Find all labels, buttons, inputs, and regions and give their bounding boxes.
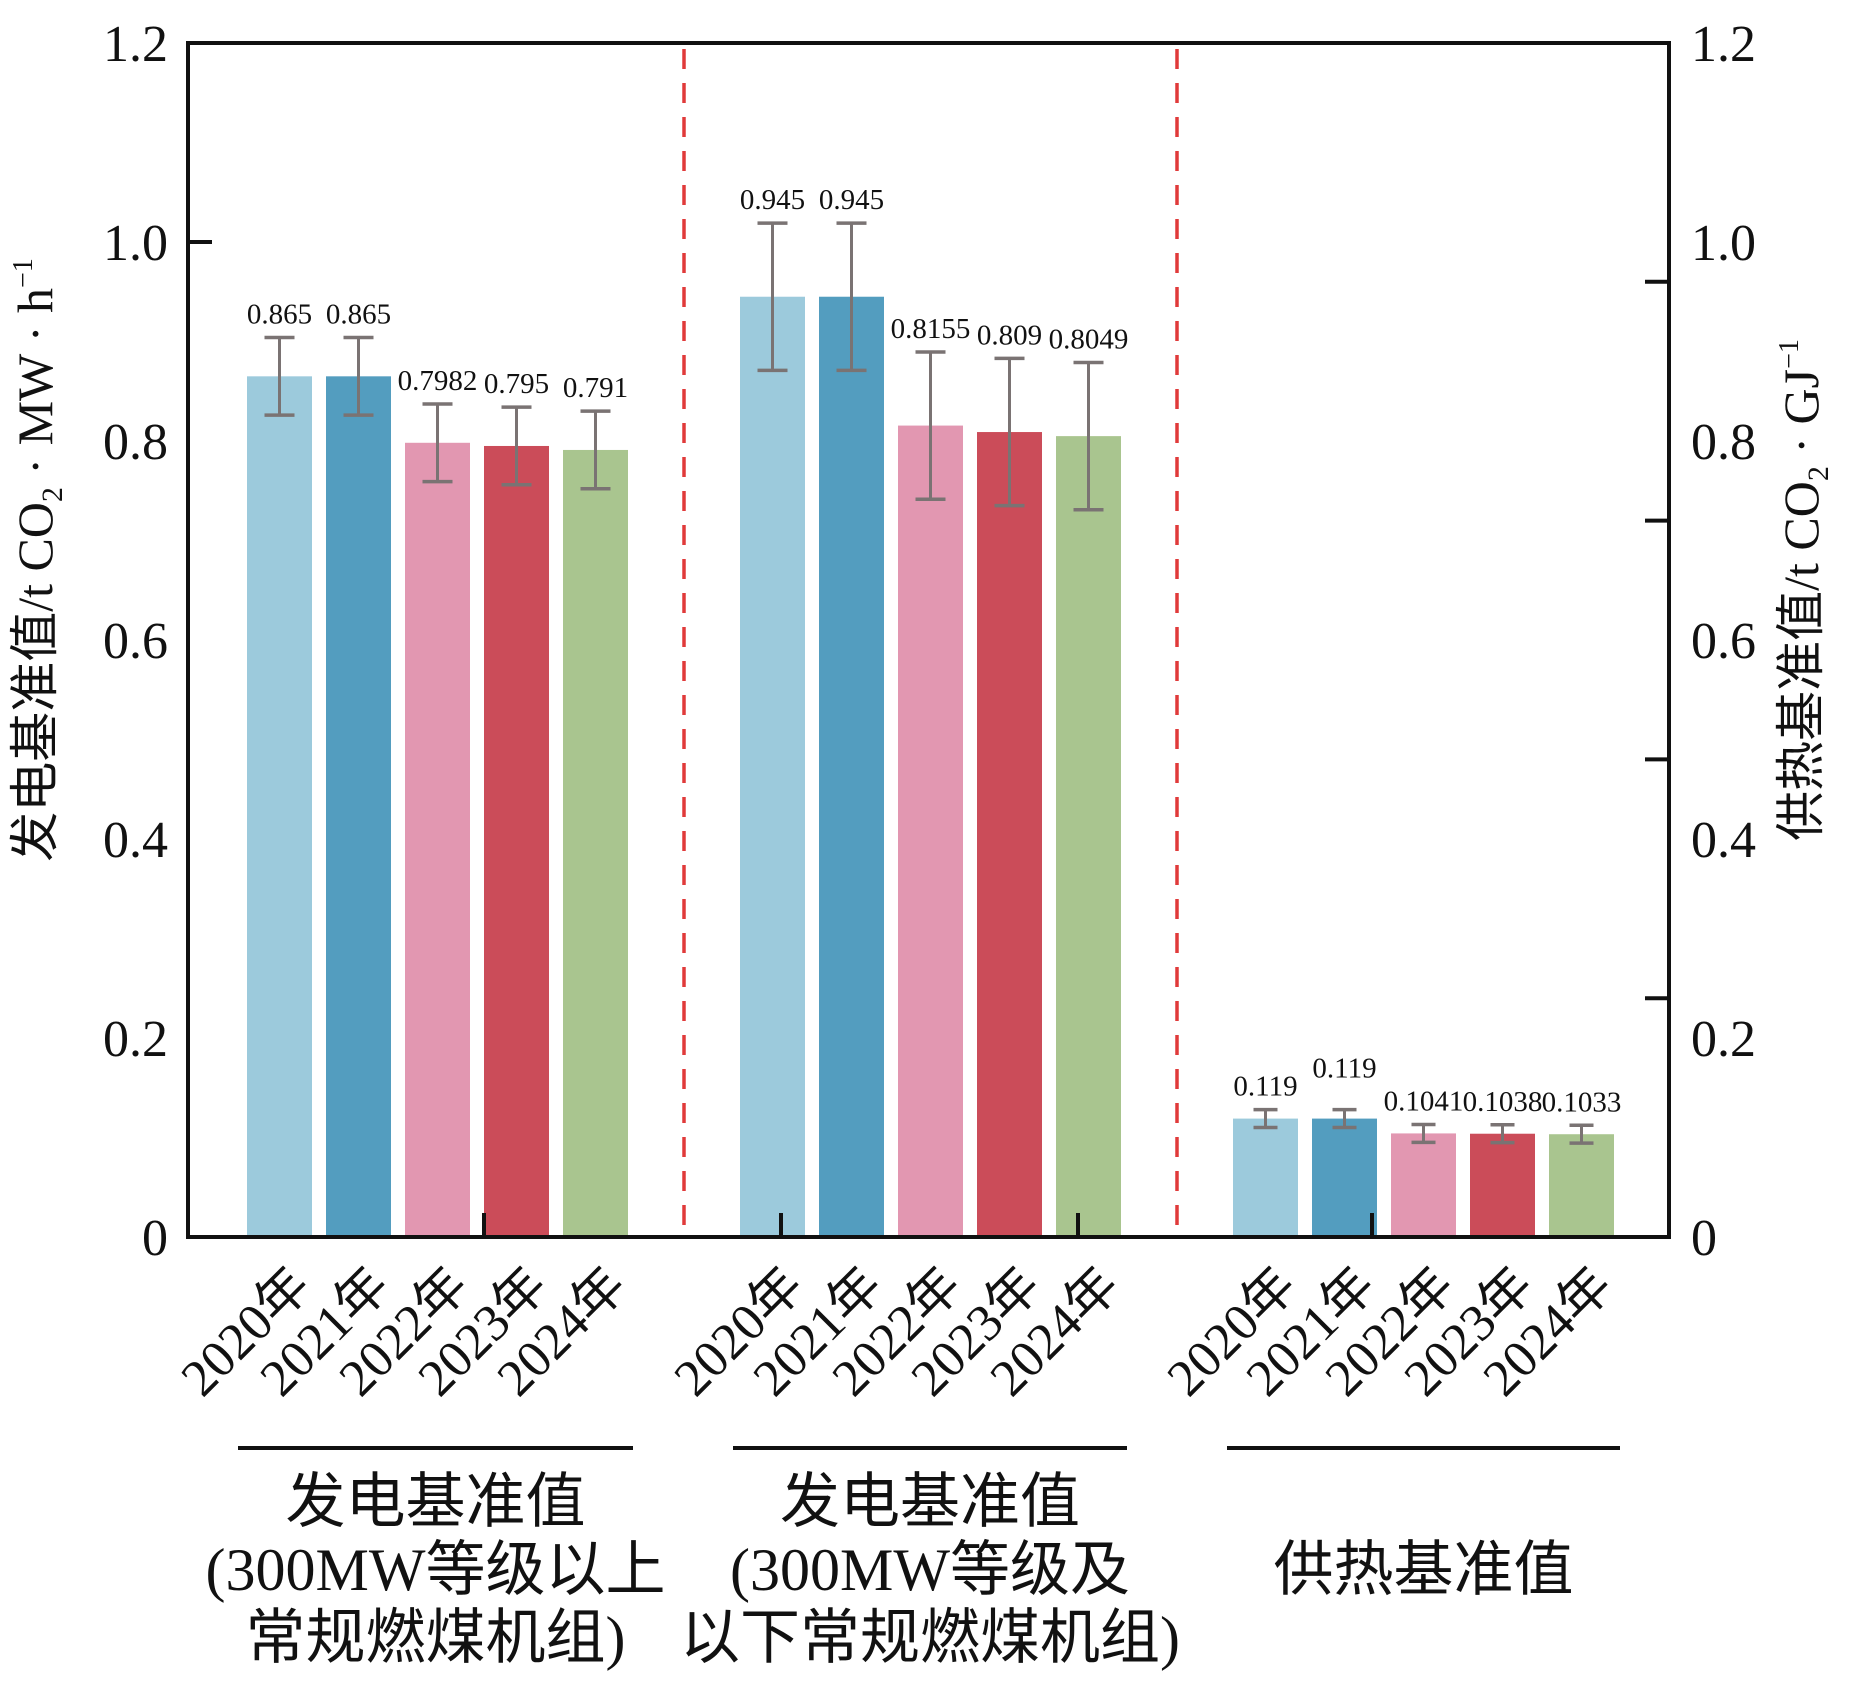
value-label: 0.1041 bbox=[1384, 1085, 1464, 1117]
bar-0-4 bbox=[563, 449, 628, 1238]
y-axis-title-right: 供热基准值/t CO2 · GJ−1 bbox=[1773, 339, 1835, 841]
y-tick-label-left: 1.2 bbox=[103, 16, 168, 73]
value-label: 0.119 bbox=[1233, 1071, 1297, 1103]
y-tick-label-left: 0.6 bbox=[103, 613, 168, 670]
bar-0-3 bbox=[484, 445, 549, 1238]
plot-area bbox=[247, 221, 1614, 1238]
plot-frame bbox=[186, 41, 1671, 1239]
bar-2-0 bbox=[1233, 1118, 1298, 1237]
value-label: 0.1033 bbox=[1542, 1086, 1622, 1118]
value-label: 0.791 bbox=[563, 372, 628, 404]
value-label: 0.809 bbox=[977, 319, 1042, 351]
bar-2-1 bbox=[1312, 1118, 1377, 1237]
y-axis-title-right-part: 供热基准值/t CO bbox=[1773, 481, 1829, 841]
y-axis-title-left-part: −1 bbox=[8, 258, 39, 288]
group-label-line: (300MW等级及 bbox=[730, 1537, 1130, 1603]
value-label: 0.865 bbox=[247, 299, 312, 331]
y-tick-label-right: 0.8 bbox=[1691, 414, 1756, 471]
y-axis-title-right-part: · GJ bbox=[1773, 369, 1829, 466]
group-label-line: 发电基准值 bbox=[286, 1469, 586, 1535]
value-label: 0.945 bbox=[740, 184, 805, 216]
bar-1-1 bbox=[819, 296, 884, 1238]
y-axis-title-left: 发电基准值/t CO2 · MW · h−1 bbox=[7, 258, 69, 862]
bar-1-3 bbox=[977, 432, 1042, 1237]
bar-2-3 bbox=[1470, 1133, 1535, 1237]
y-axis-title-left-part: · MW · h bbox=[7, 288, 63, 487]
y-tick-label-right: 0.2 bbox=[1691, 1011, 1756, 1068]
value-label: 0.865 bbox=[326, 299, 391, 331]
value-label: 0.119 bbox=[1312, 1053, 1376, 1085]
group-label: 供热基准值 bbox=[1274, 1537, 1574, 1603]
bar-1-2 bbox=[898, 425, 963, 1237]
y-tick-label-right: 1.2 bbox=[1691, 16, 1756, 73]
y-tick-label-left: 0.8 bbox=[103, 414, 168, 471]
bar-1-4 bbox=[1056, 436, 1121, 1237]
y-tick-label-left: 0.2 bbox=[103, 1011, 168, 1068]
bar-2-2 bbox=[1391, 1133, 1456, 1237]
y-tick-label-left: 0 bbox=[142, 1210, 168, 1267]
bar-0-0 bbox=[247, 376, 312, 1237]
group-label-line: 以下常规燃煤机组) bbox=[680, 1605, 1180, 1671]
bar-2-4 bbox=[1549, 1134, 1614, 1237]
bar-1-0 bbox=[740, 296, 805, 1238]
value-label: 0.945 bbox=[819, 184, 884, 216]
y-axis-title-left-part: 发电基准值/t CO bbox=[7, 502, 63, 862]
value-label: 0.7982 bbox=[398, 365, 478, 397]
value-label: 0.8155 bbox=[891, 313, 971, 345]
y-tick-label-right: 0.6 bbox=[1691, 613, 1756, 670]
y-tick-label-right: 0 bbox=[1691, 1210, 1717, 1267]
y-tick-label-left: 1.0 bbox=[103, 215, 168, 272]
group-label-line: 发电基准值 bbox=[780, 1469, 1080, 1535]
axes bbox=[186, 41, 1671, 1450]
value-label: 0.1038 bbox=[1463, 1086, 1543, 1118]
bar-0-2 bbox=[405, 442, 470, 1237]
y-axis-title-right-part: −1 bbox=[1774, 339, 1805, 369]
y-tick-label-left: 0.4 bbox=[103, 812, 168, 869]
value-label: 0.8049 bbox=[1049, 323, 1129, 355]
group-label-line: (300MW等级以上 bbox=[206, 1537, 666, 1603]
y-axis-title-left-part: 2 bbox=[36, 487, 69, 502]
y-tick-label-right: 0.4 bbox=[1691, 812, 1756, 869]
bar-0-1 bbox=[326, 376, 391, 1237]
group-label-line: 常规燃煤机组) bbox=[246, 1605, 626, 1671]
value-label: 0.795 bbox=[484, 368, 549, 400]
y-tick-label-right: 1.0 bbox=[1691, 215, 1756, 272]
y-axis-title-right-part: 2 bbox=[1802, 466, 1835, 481]
